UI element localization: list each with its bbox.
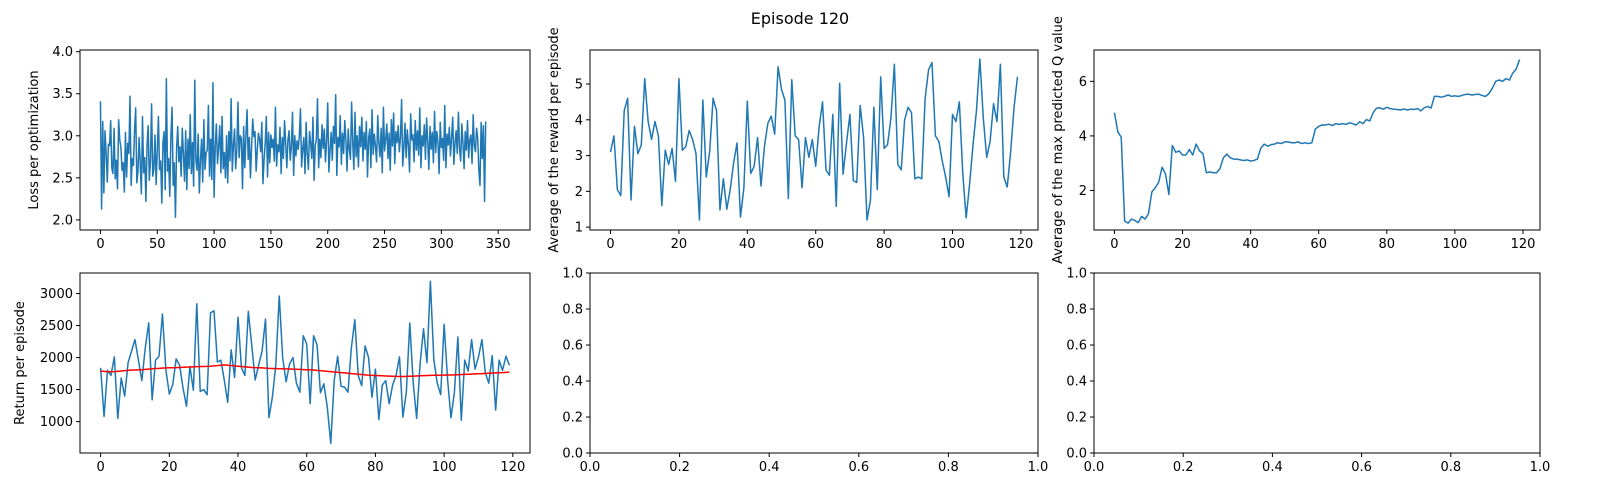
x-tick-label: 40 [230, 460, 247, 475]
x-tick-label: 80 [876, 237, 893, 252]
y-tick-label: 4 [575, 113, 583, 128]
axes-frame [1093, 272, 1541, 454]
x-tick-label: 0.2 [669, 460, 690, 475]
axes-frame [1093, 49, 1541, 231]
y-tick-label: 4 [1079, 129, 1087, 144]
x-tick-label: 0.0 [1084, 460, 1105, 475]
y-tick-label: 0.0 [562, 447, 583, 462]
x-tick-label: 100 [202, 237, 227, 252]
y-tick-label: 0.6 [1066, 339, 1087, 354]
x-tick-label: 0.6 [1351, 460, 1372, 475]
y-axis-label: Average of the max predicted Q value [1051, 16, 1066, 264]
y-tick-label: 6 [1079, 75, 1087, 90]
x-tick-label: 60 [807, 237, 824, 252]
y-tick-label: 0.2 [562, 411, 583, 426]
y-tick-label: 0.4 [562, 375, 583, 390]
y-tick-label: 2500 [40, 319, 73, 334]
y-tick-label: 3000 [40, 287, 73, 302]
x-tick-label: 120 [1511, 237, 1536, 252]
y-tick-label: 0.0 [1066, 447, 1087, 462]
x-tick-label: 0 [1110, 237, 1118, 252]
x-tick-label: 0 [606, 237, 614, 252]
y-tick-label: 1.0 [562, 267, 583, 282]
y-tick-label: 2 [1079, 184, 1087, 199]
y-tick-label: 0.8 [1066, 303, 1087, 318]
x-tick-label: 60 [1310, 237, 1327, 252]
x-tick-label: 150 [258, 237, 283, 252]
y-tick-label: 4.0 [52, 45, 73, 60]
subplot-empty-right: 0.0 0.2 0.4 0.6 0.8 1.0 0.0 0.2 0.4 0.6 0.8 1.0 [1066, 267, 1550, 476]
x-tick-label: 120 [1008, 237, 1033, 252]
x-tick-label: 0 [96, 237, 104, 252]
y-tick-label: 0.8 [562, 303, 583, 318]
y-tick-label: 2.5 [52, 171, 73, 186]
subplot-max-q: 0 20 40 60 80 100 120 2 4 6 Average of the max pre… [1051, 16, 1541, 264]
x-tick-label: 0.8 [938, 460, 959, 475]
x-tick-label: 100 [940, 237, 965, 252]
x-tick-label: 0.2 [1173, 460, 1194, 475]
series-line-2 [100, 364, 510, 378]
x-tick-label: 0.4 [1262, 460, 1283, 475]
y-tick-label: 3.5 [52, 87, 73, 102]
y-tick-label: 1000 [40, 415, 73, 430]
series-line-1 [99, 77, 487, 219]
series-line-1 [1113, 59, 1521, 224]
y-tick-label: 3 [575, 149, 583, 164]
axes-frame [79, 272, 531, 454]
subplot-avg-reward: 0 20 40 60 80 100 120 1 2 3 4 5 Average of the rewar… [547, 27, 1039, 253]
y-tick-label: 1.0 [1066, 267, 1087, 282]
x-tick-label: 1.0 [1530, 460, 1551, 475]
y-axis-label: Return per episode [13, 301, 28, 425]
x-tick-label: 80 [1379, 237, 1396, 252]
y-tick-label: 3.0 [52, 129, 73, 144]
x-tick-label: 40 [1242, 237, 1259, 252]
x-tick-label: 60 [298, 460, 315, 475]
x-tick-label: 0.6 [848, 460, 869, 475]
x-tick-label: 100 [1442, 237, 1467, 252]
y-tick-label: 1500 [40, 383, 73, 398]
y-tick-label: 1 [575, 221, 583, 236]
y-tick-label: 0.4 [1066, 375, 1087, 390]
axes-frame [589, 272, 1039, 454]
x-tick-label: 20 [1174, 237, 1191, 252]
x-tick-label: 350 [486, 237, 511, 252]
x-tick-label: 20 [161, 460, 178, 475]
subplot-return: 0 20 40 60 80 100 120 1000 1500 2000 2500 3000 Retur… [13, 272, 531, 475]
y-tick-label: 2000 [40, 351, 73, 366]
x-tick-label: 0.4 [759, 460, 780, 475]
series-line-1 [99, 280, 511, 445]
figure-suptitle: Episode 120 [751, 9, 849, 28]
x-tick-label: 100 [432, 460, 457, 475]
x-tick-label: 0.0 [580, 460, 601, 475]
y-axis-label: Loss per optimization [27, 70, 42, 209]
x-tick-label: 250 [372, 237, 397, 252]
subplot-empty-middle: 0.0 0.2 0.4 0.6 0.8 1.0 0.0 0.2 0.4 0.6 0.8 1.0 [562, 267, 1048, 476]
series-line-1 [609, 58, 1019, 221]
x-tick-label: 1.0 [1028, 460, 1049, 475]
axes-frame [589, 49, 1039, 231]
axes-frame [79, 49, 531, 231]
subplot-loss: 0 50 100 150 200 250 300 350 2.0 2.5 3.0 3.5 4.0 Loss… [27, 45, 531, 252]
x-tick-label: 80 [367, 460, 384, 475]
x-tick-label: 300 [429, 237, 454, 252]
y-tick-label: 5 [575, 77, 583, 92]
x-tick-label: 200 [315, 237, 340, 252]
y-tick-label: 2 [575, 185, 583, 200]
x-tick-label: 50 [149, 237, 166, 252]
x-tick-label: 120 [500, 460, 525, 475]
x-tick-label: 0.8 [1440, 460, 1461, 475]
y-axis-label: Average of the reward per episode [547, 27, 562, 252]
x-tick-label: 40 [739, 237, 756, 252]
x-tick-label: 20 [671, 237, 688, 252]
y-tick-label: 0.6 [562, 339, 583, 354]
y-tick-label: 2.0 [52, 213, 73, 228]
x-tick-label: 0 [96, 460, 104, 475]
y-tick-label: 0.2 [1066, 411, 1087, 426]
